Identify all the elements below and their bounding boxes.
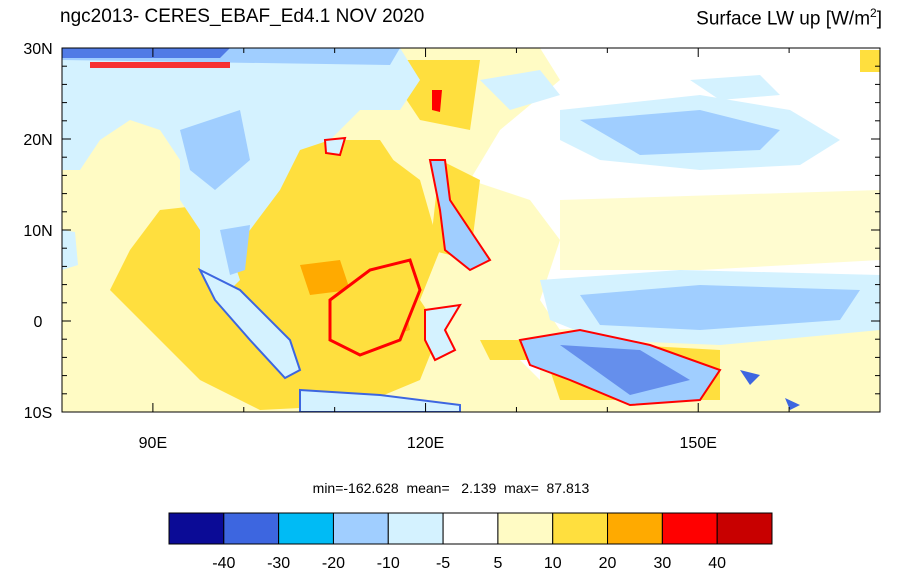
colorbar-label: 10 — [544, 555, 562, 572]
colorbar-box — [332, 512, 389, 545]
colorbar-box — [661, 512, 718, 545]
colorbar-label: -40 — [212, 555, 235, 572]
lat-label: 10N — [23, 223, 52, 240]
colorbar: -40 -30 -20 -10 -5 5 10 20 30 40 — [168, 512, 773, 572]
axis-labels: 30N 20N 10N 0 10S 90E 120E 150E — [23, 41, 717, 452]
lon-label: 150E — [680, 435, 717, 452]
lat-label: 0 — [34, 314, 43, 331]
colorbar-label: 20 — [599, 555, 617, 572]
colorbar-box — [716, 512, 773, 545]
colorbar-label: -10 — [377, 555, 400, 572]
colorbar-label: 40 — [708, 555, 726, 572]
colorbar-label: 5 — [493, 555, 502, 572]
colorbar-box — [607, 512, 663, 545]
colorbar-label: -20 — [322, 555, 345, 572]
colorbar-box — [497, 512, 554, 545]
map-field — [62, 48, 880, 412]
lat-label: 20N — [23, 132, 52, 149]
statistics-text: min=-162.628 mean= 2.139 max= 87.813 — [312, 480, 590, 496]
lon-label: 120E — [407, 435, 444, 452]
colorbar-label: -5 — [436, 555, 450, 572]
variable-title: Surface LW up [W/m2] — [696, 6, 882, 30]
colorbar-box — [442, 512, 499, 545]
colorbar-box — [552, 512, 609, 545]
map-title: ngc2013- CERES_EBAF_Ed4.1 NOV 2020 — [60, 6, 425, 27]
lon-label: 90E — [139, 435, 167, 452]
colorbar-box — [168, 512, 225, 545]
axis-ticks — [61, 47, 881, 413]
lat-label: 30N — [23, 41, 52, 58]
lat-label: 10S — [24, 405, 52, 422]
colorbar-box — [223, 512, 280, 545]
colorbar-label: -30 — [267, 555, 290, 572]
colorbar-box — [278, 512, 334, 545]
colorbar-label: 30 — [653, 555, 671, 572]
colorbar-box — [387, 512, 444, 545]
